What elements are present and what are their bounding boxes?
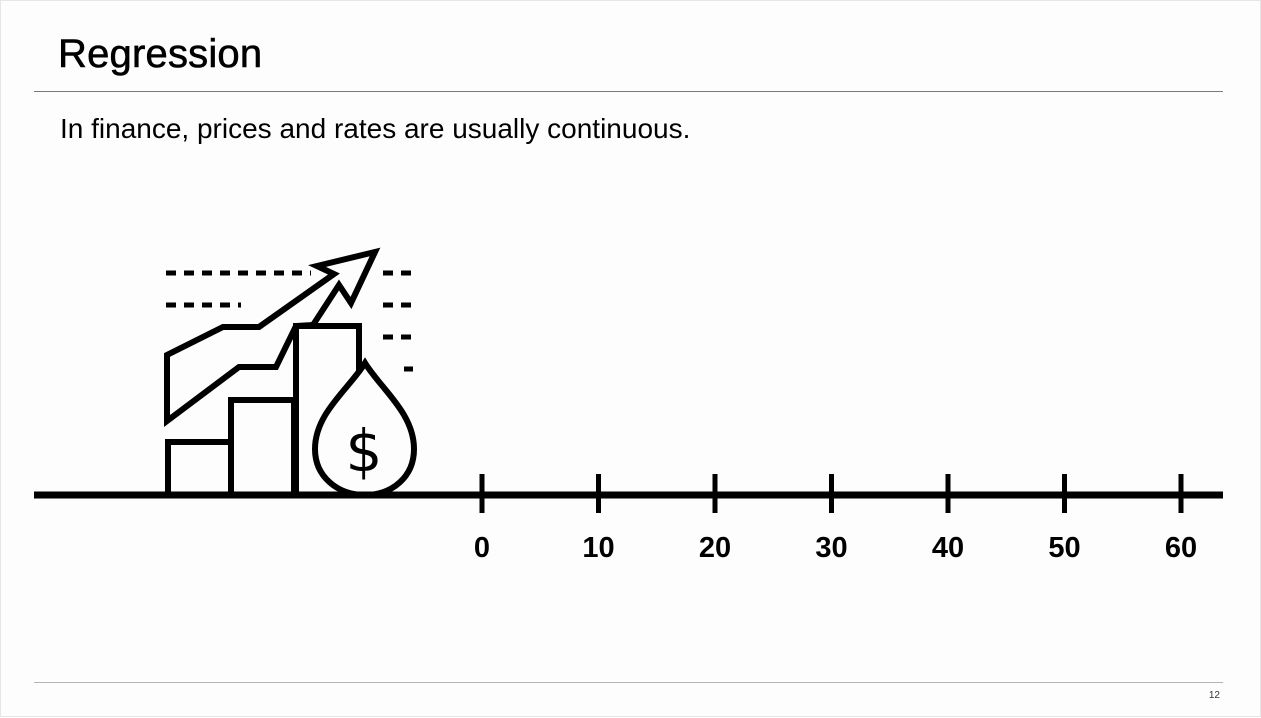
dashed-lines-icon	[166, 270, 413, 372]
bar-medium	[228, 397, 297, 498]
bar-small	[165, 439, 234, 498]
page-number: 12	[1208, 690, 1220, 701]
tick-label: 20	[699, 532, 731, 564]
title-divider	[34, 91, 1223, 92]
dollar-sign-icon: $	[346, 417, 383, 485]
tick-label: 40	[932, 532, 964, 564]
bar-tall	[293, 323, 362, 495]
slide-title: Regression	[58, 32, 263, 77]
number-line-ticks: 0 10 20 30 40 50 60	[474, 474, 1197, 564]
tick-label: 30	[815, 532, 847, 564]
trend-arrow-icon	[164, 247, 381, 427]
tick-label: 50	[1048, 532, 1080, 564]
tick-label: 10	[582, 532, 614, 564]
slide-subtitle: In finance, prices and rates are usually…	[60, 113, 691, 144]
tick-label: 60	[1165, 532, 1197, 564]
tick-label: 0	[474, 532, 490, 564]
footer-divider	[34, 682, 1223, 683]
